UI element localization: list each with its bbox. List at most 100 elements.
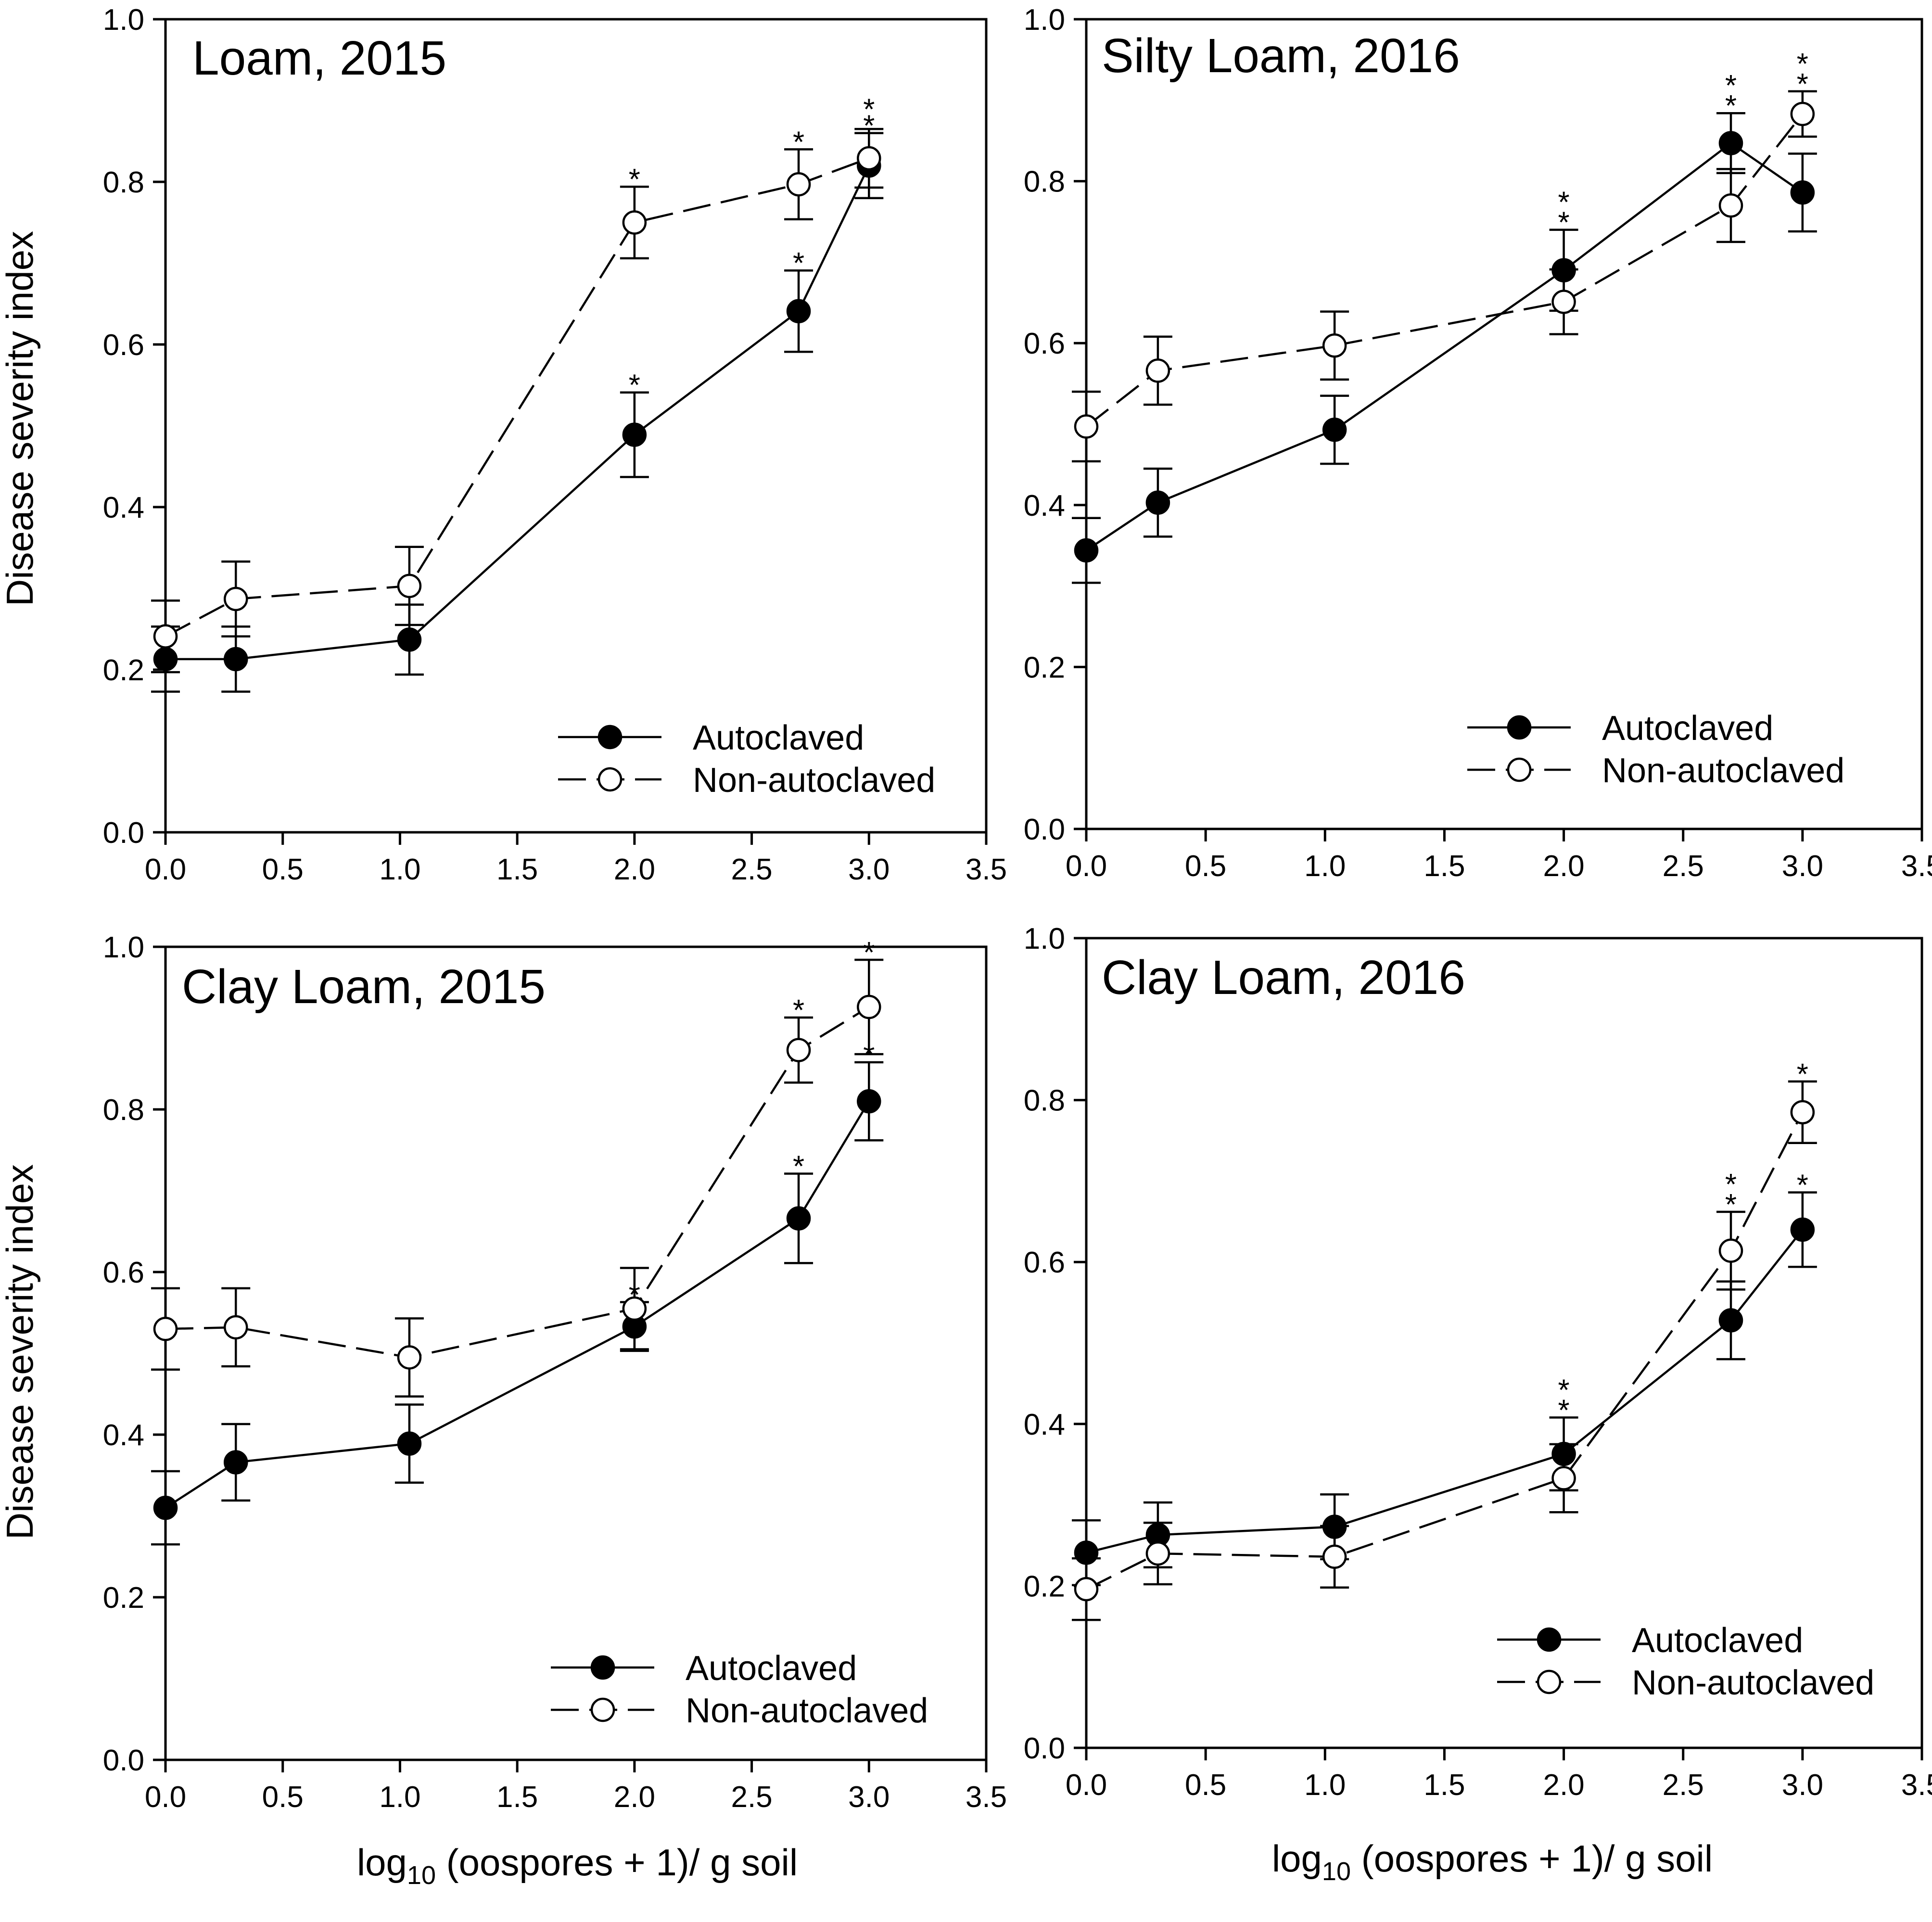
y-tick-label: 0.4 (1024, 489, 1065, 522)
panel-title: Clay Loam, 2016 (1102, 951, 1465, 1005)
legend-marker (1507, 715, 1532, 740)
panel-title: Silty Loam, 2016 (1102, 29, 1460, 83)
x-tick-label: 0.5 (1185, 1769, 1226, 1802)
x-tick-label: 3.0 (848, 853, 890, 886)
significance-star: * (629, 1279, 640, 1312)
y-tick-label: 0.6 (1024, 327, 1065, 360)
x-tick-label: 2.0 (614, 853, 655, 886)
y-tick-label: 0.0 (103, 816, 144, 850)
x-axis-label-right: log10 (oospores + 1)/ g soil (1272, 1837, 1713, 1886)
legend-marker (1507, 757, 1532, 782)
significance-star: * (793, 247, 804, 280)
significance-star: * (863, 1039, 875, 1072)
data-point (1145, 358, 1170, 383)
significance-star: * (1797, 1169, 1808, 1202)
data-point (223, 586, 248, 611)
x-tick-label: 1.5 (1424, 850, 1465, 883)
significance-star: * (1725, 1188, 1737, 1222)
y-tick-label: 0.0 (103, 1744, 144, 1777)
legend-entry: Autoclaved (1467, 709, 1773, 748)
x-tick-label: 0.0 (145, 853, 186, 886)
legend-label: Non-autoclaved (693, 761, 935, 800)
series-non-autoclaved (151, 127, 884, 674)
legend-entry: Non-autoclaved (1467, 751, 1844, 790)
series-line (165, 165, 870, 661)
x-tick-label: 1.0 (379, 853, 420, 886)
data-point (1322, 333, 1347, 358)
x-tick-label: 2.0 (614, 1781, 655, 1814)
series-line (1085, 113, 1804, 428)
series-line (1085, 141, 1804, 551)
legend-entry: Non-autoclaved (551, 1692, 928, 1730)
plot-frame (1085, 18, 1923, 830)
x-axis-label-suffix: (oospores + 1)/ g soil (436, 1841, 798, 1884)
x-tick-label: 3.5 (966, 1781, 1007, 1814)
panels-group: 0.0 0.5 1.0 1.5 2.0 2.5 3.0 3.5 0.0 0.2 0.4 0.6 0.8 1… (103, 3, 1932, 1814)
significance-star: * (629, 369, 640, 402)
x-tick-label: 1.5 (1424, 1769, 1465, 1802)
significance-star: * (1797, 68, 1808, 101)
data-point (1551, 1466, 1576, 1490)
x-tick-label: 0.0 (1066, 1769, 1107, 1802)
x-tick-label: 2.5 (731, 853, 772, 886)
legend-marker (597, 725, 623, 750)
y-tick-label: 0.2 (103, 1581, 144, 1615)
significance-star: * (863, 93, 875, 127)
y-tick-label: 1.0 (1024, 922, 1065, 955)
series-non-autoclaved (151, 958, 884, 1398)
panel-title: Clay Loam, 2015 (182, 960, 546, 1014)
x-tick-label: 3.0 (848, 1781, 890, 1814)
series-line (165, 157, 870, 637)
panel-4: 0.0 0.5 1.0 1.5 2.0 2.5 3.0 3.5 0.0 0.2 0.4 0.6 0.8 1… (1024, 922, 1932, 1802)
x-tick-label: 1.0 (1304, 1769, 1346, 1802)
series-line (165, 1006, 870, 1359)
legend-entry: Autoclaved (551, 1649, 857, 1688)
data-point (786, 1206, 811, 1231)
x-tick-label: 3.5 (1901, 1769, 1932, 1802)
y-tick-label: 0.8 (103, 166, 144, 199)
legend-entry: Autoclaved (558, 719, 864, 757)
x-axis-label-prefix: log (357, 1841, 407, 1884)
significance-star: * (863, 110, 875, 143)
legend-marker (597, 767, 623, 792)
significance-star: * (1725, 69, 1737, 102)
data-point (857, 994, 881, 1019)
y-tick-label: 0.2 (103, 654, 144, 687)
x-axis-label-subscript: 10 (407, 1861, 436, 1890)
x-tick-label: 2.5 (731, 1781, 772, 1814)
significance-star: * (793, 1150, 804, 1184)
data-point (1322, 418, 1347, 442)
data-point (622, 1296, 647, 1321)
x-tick-label: 1.5 (496, 853, 538, 886)
significance-star: * (1558, 206, 1570, 240)
y-tick-label: 1.0 (1024, 3, 1065, 37)
significance-star: * (629, 163, 640, 196)
y-tick-label: 0.4 (1024, 1408, 1065, 1441)
data-point (397, 627, 422, 652)
legend-label: Autoclaved (1632, 1621, 1803, 1660)
data-point (1074, 538, 1099, 563)
significance-star: * (1725, 89, 1737, 123)
data-point (223, 1315, 248, 1340)
x-axis-label-prefix: log (1272, 1837, 1322, 1880)
x-tick-label: 0.5 (262, 1781, 304, 1814)
y-tick-label: 0.8 (1024, 165, 1065, 199)
y-tick-label: 1.0 (103, 931, 144, 964)
data-point (622, 210, 647, 235)
y-tick-label: 0.6 (103, 1256, 144, 1289)
data-point (397, 1345, 422, 1370)
data-point (1718, 131, 1743, 155)
significance-star: * (863, 936, 875, 969)
data-point (786, 172, 811, 197)
series-autoclaved (151, 1061, 884, 1546)
x-tick-label: 2.5 (1663, 850, 1704, 883)
data-point (857, 1089, 881, 1114)
data-point (397, 573, 422, 598)
x-tick-label: 1.0 (1304, 850, 1346, 883)
data-point (622, 422, 647, 447)
data-point (153, 1317, 178, 1341)
significance-star: * (1558, 186, 1570, 219)
legend-entry: Non-autoclaved (1497, 1664, 1874, 1702)
y-tick-label: 0.8 (1024, 1084, 1065, 1118)
